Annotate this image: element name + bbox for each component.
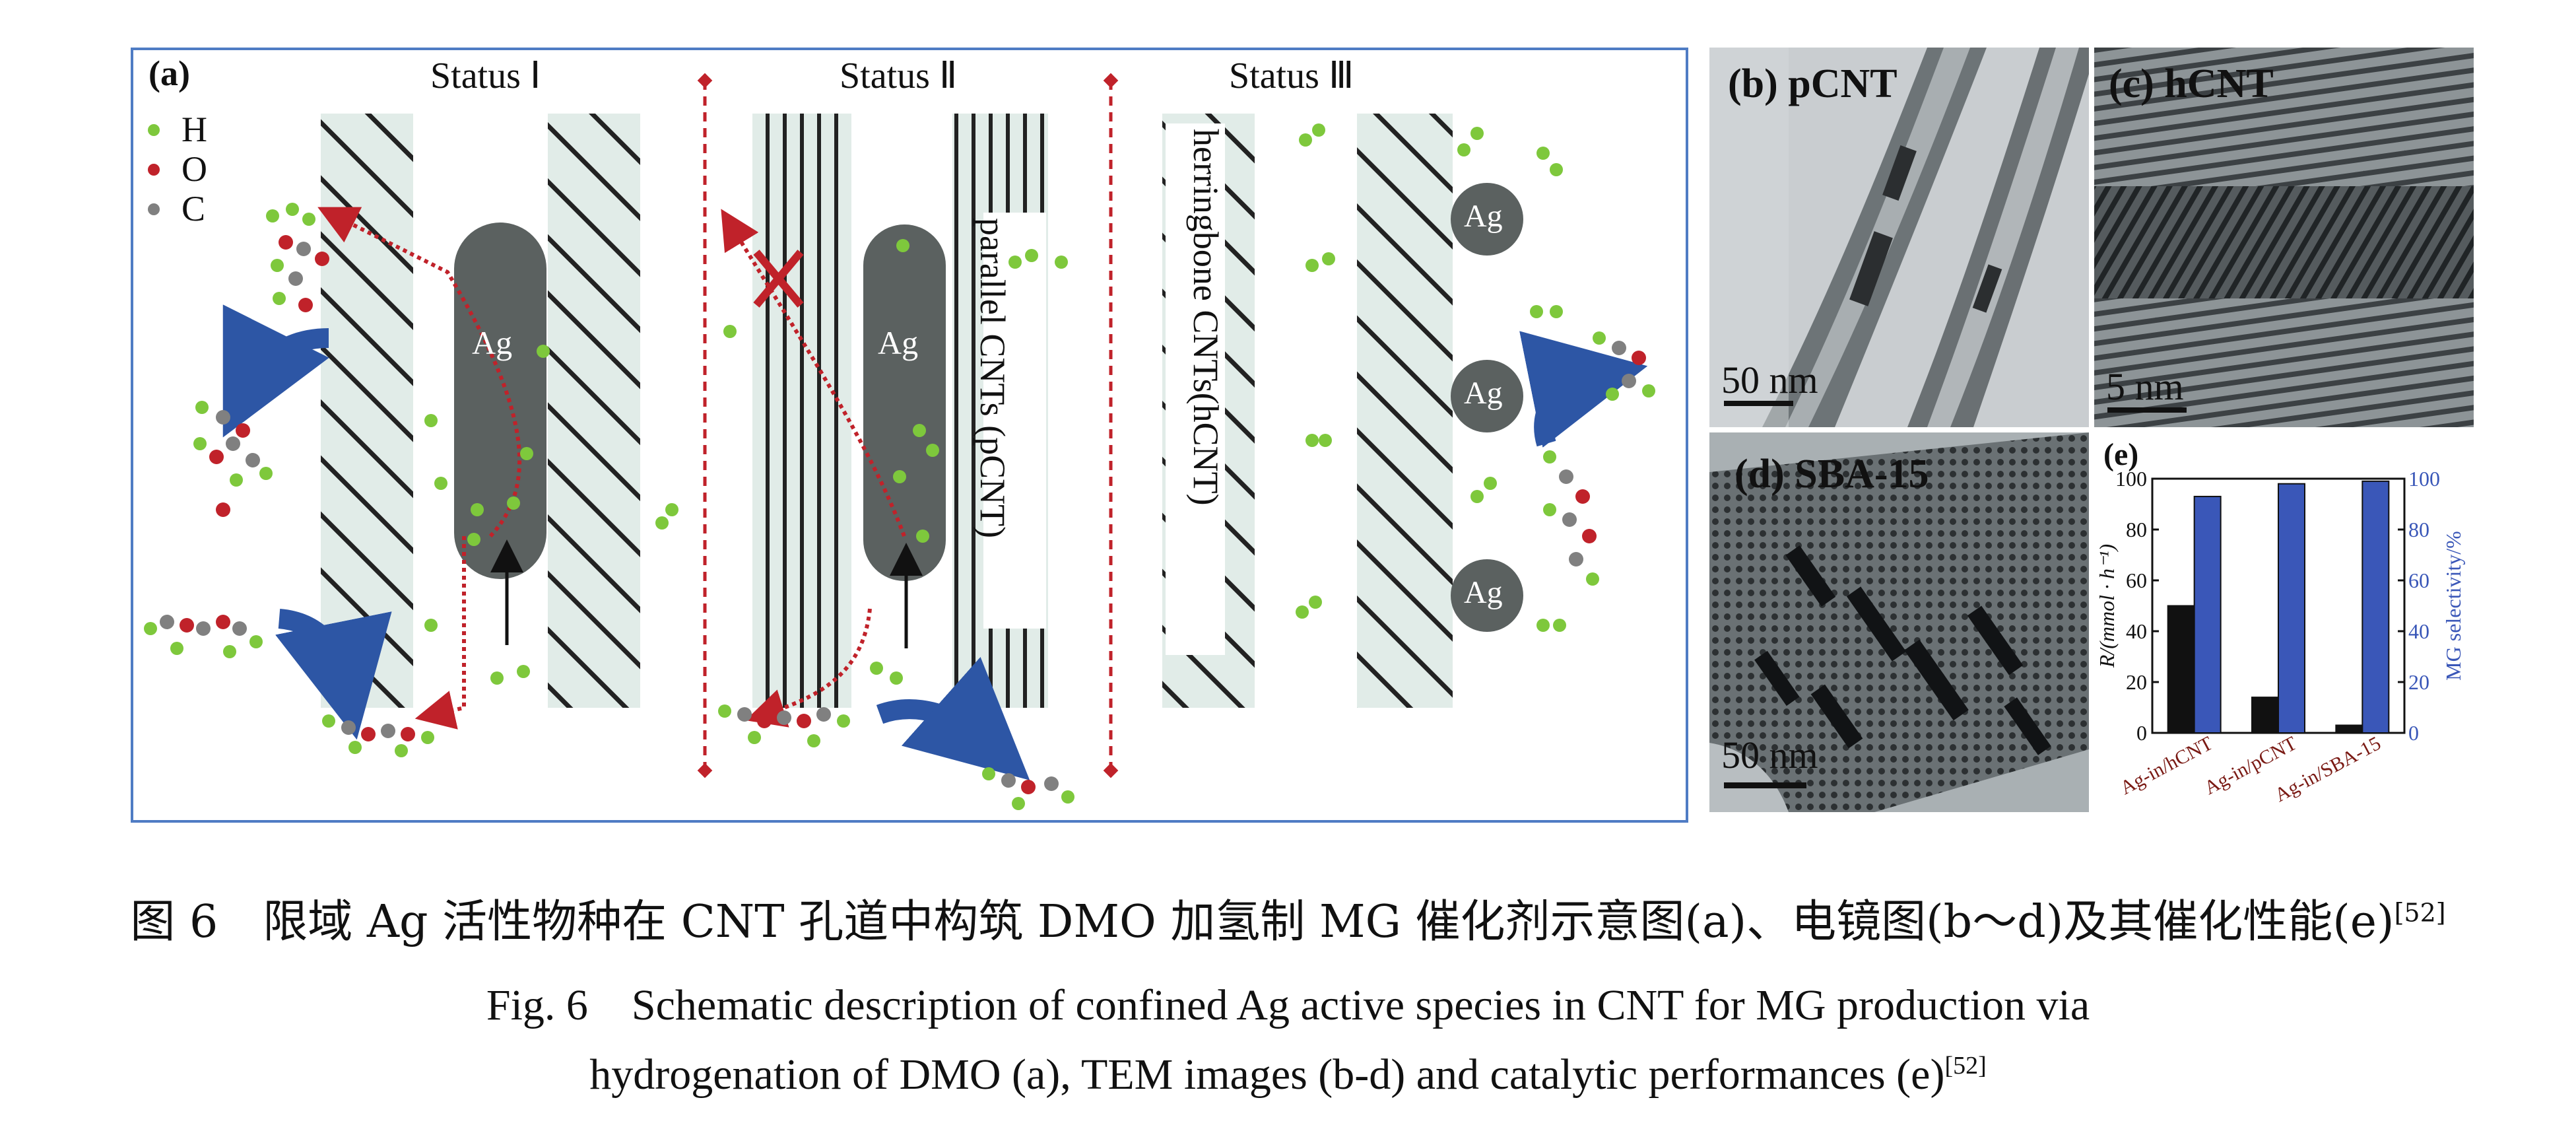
status1-exit-path xyxy=(414,536,466,730)
herringbone-cnt-label: herringbone CNTs(hCNT) xyxy=(1186,129,1226,506)
status3-ag-label-2: Ag xyxy=(1464,376,1503,411)
y-tick-label-0: 0 xyxy=(2136,721,2147,745)
parallel-cnt-label: parallel CNTs (pCNT) xyxy=(973,218,1012,539)
panel-b-label: (b) pCNT xyxy=(1728,61,1898,106)
scale-bar-d xyxy=(1724,782,1806,788)
panel-d-label: (d) SBA-15 xyxy=(1734,452,1929,497)
bar-selectivity-0 xyxy=(2193,495,2222,734)
bar-rate-0 xyxy=(2167,605,2195,734)
status3-ag-label-1: Ag xyxy=(1464,199,1503,234)
status2-diffusion-path xyxy=(721,209,906,537)
panel-a-label: (a) xyxy=(149,53,190,93)
scale-bar-c xyxy=(2107,407,2187,413)
status3-right-wall xyxy=(1357,114,1453,708)
molecule-cluster-4 xyxy=(322,714,434,757)
panel-a-schematic xyxy=(144,73,1655,810)
hydrogen-atoms xyxy=(424,123,1566,685)
molecule-cluster-7 xyxy=(1593,331,1655,401)
status1-ag-label: Ag xyxy=(472,324,513,361)
y2-axis-label: MG selectivity/% xyxy=(2441,531,2465,681)
status3-ag-particle-1 xyxy=(1451,183,1523,256)
scale-bar-b xyxy=(1724,401,1793,406)
tem-image-sba15: (d) SBA-15 50 nm xyxy=(1709,432,2089,812)
parallel-label-bg xyxy=(983,213,1046,629)
blue-arrow-2 xyxy=(275,609,392,740)
status3-ag-particle-3 xyxy=(1451,559,1523,632)
caption-en-line1: Fig. 6 Schematic description of confined… xyxy=(0,969,2576,1033)
status1-left-wall xyxy=(321,114,413,708)
y-tick-label-2: 40 xyxy=(2126,619,2147,643)
caption-en-ref: [52] xyxy=(1944,1052,1987,1080)
tem-image-hcnt: (c) hCNT 5 nm xyxy=(2094,48,2474,427)
status1-right-wall xyxy=(548,114,640,708)
scale-b-label: 50 nm xyxy=(1721,359,1818,401)
status2-ag-label: Ag xyxy=(878,324,919,361)
status-1-title: Status Ⅰ xyxy=(430,55,541,96)
status3-ag-particle-2 xyxy=(1451,360,1523,432)
panel-e: 0 20 40 60 80 100 0 20 40 60 80 100 Ag-in/hCNT Ag-in/… xyxy=(2094,432,2474,812)
molecule-cluster-5 xyxy=(718,704,850,747)
bar-selectivity-1 xyxy=(2278,483,2305,734)
caption-cn-ref: [52] xyxy=(2394,898,2446,928)
molecule-cluster-3 xyxy=(144,615,263,658)
y2-tick-label-2: 40 xyxy=(2408,619,2429,643)
blocked-x-icon xyxy=(753,250,804,308)
blue-arrow-1 xyxy=(222,304,329,438)
legend-h-label: H xyxy=(182,110,207,149)
status1-ag-particle xyxy=(454,223,546,579)
tem-image-pcnt: (b) pCNT 50 nm xyxy=(1709,48,2089,427)
y-axis-label: R/(mmol · h⁻¹) xyxy=(2095,544,2119,668)
caption-en-line1-text: Fig. 6 Schematic description of confined… xyxy=(486,981,2090,1029)
status3-ag-label-3: Ag xyxy=(1464,575,1503,610)
y2-tick-label-3: 60 xyxy=(2408,568,2429,592)
bar-rate-2 xyxy=(2335,724,2363,734)
blue-arrow-3 xyxy=(876,656,1030,780)
scale-c-label: 5 nm xyxy=(2106,365,2184,408)
y2-tick-label-4: 80 xyxy=(2408,518,2429,541)
panel-e-label: (e) xyxy=(2103,437,2139,472)
y2-tick-label-1: 20 xyxy=(2408,670,2429,694)
bar-rate-1 xyxy=(2251,697,2279,734)
y-tick-label-5: 100 xyxy=(2115,467,2147,491)
status2-ag-particle xyxy=(863,224,946,581)
y-tick-label-3: 60 xyxy=(2126,568,2147,592)
y-tick-label-4: 80 xyxy=(2126,518,2147,541)
caption-en-line2-text: hydrogenation of DMO (a), TEM images (b-… xyxy=(589,1050,1945,1099)
blue-arrow-4 xyxy=(1519,331,1648,448)
legend-c-dot xyxy=(148,203,160,215)
y2-tick-label-5: 100 xyxy=(2408,467,2440,491)
molecule-cluster-6 xyxy=(982,767,1074,810)
caption-en-line2: hydrogenation of DMO (a), TEM images (b-… xyxy=(0,1050,2576,1100)
molecule-cluster-1 xyxy=(266,203,329,312)
status2-exit-path xyxy=(745,608,872,728)
molecule-cluster-8 xyxy=(1543,450,1599,586)
legend-c-label: C xyxy=(182,189,206,228)
status-3-title: Status Ⅲ xyxy=(1229,55,1354,96)
bar-selectivity-2 xyxy=(2361,480,2390,734)
legend-h-dot xyxy=(148,124,160,136)
y2-tick-label-0: 0 xyxy=(2408,721,2419,745)
category-label-0: Ag-in/hCNT xyxy=(2117,732,2216,799)
herringbone-label-bg xyxy=(1166,123,1225,655)
caption-cn: 图 6 限域 Ag 活性物种在 CNT 孔道中构筑 DMO 加氢制 MG 催化剂… xyxy=(0,885,2576,950)
status2-left-wall xyxy=(752,114,851,708)
molecule-cluster-2 xyxy=(193,401,273,517)
panel-c-label: (c) hCNT xyxy=(2109,61,2274,106)
y-tick-label-1: 20 xyxy=(2126,670,2147,694)
legend-o-dot xyxy=(148,164,160,176)
status-2-title: Status Ⅱ xyxy=(840,55,958,96)
chart-panel-e: 020406080100020406080100Ag-in/hCNTAg-in/… xyxy=(2095,467,2465,806)
caption-cn-text: 图 6 限域 Ag 活性物种在 CNT 孔道中构筑 DMO 加氢制 MG 催化剂… xyxy=(130,896,2394,948)
scale-d-label: 50 nm xyxy=(1721,734,1818,776)
legend-o-label: O xyxy=(182,149,207,189)
